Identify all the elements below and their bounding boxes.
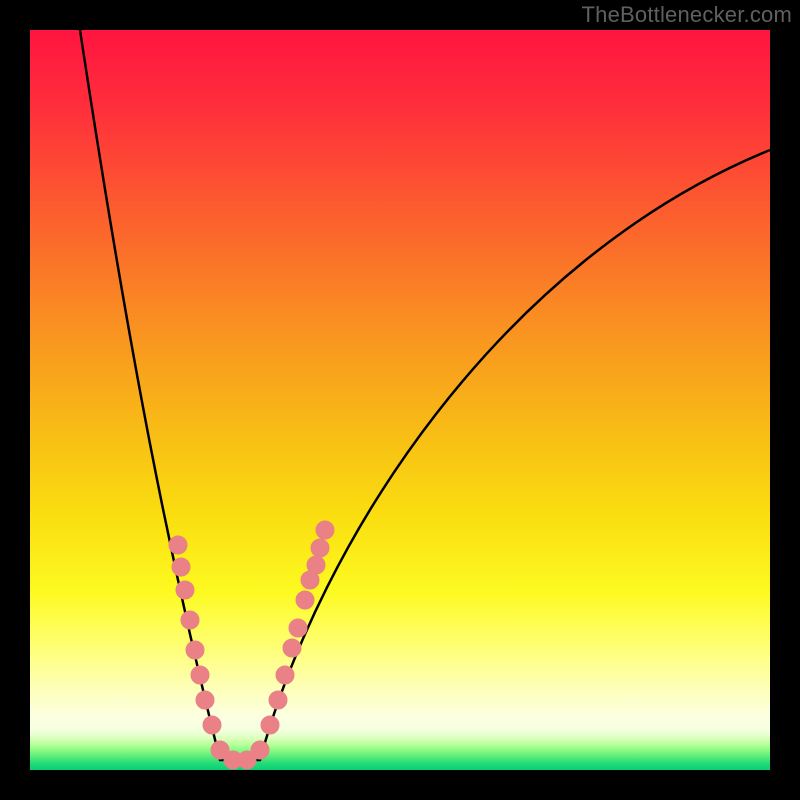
curve-marker <box>203 716 221 734</box>
curve-marker <box>261 716 279 734</box>
curve-marker <box>276 666 294 684</box>
curve-marker <box>311 539 329 557</box>
curve-marker <box>289 619 307 637</box>
curve-marker <box>316 521 334 539</box>
curve-marker <box>169 536 187 554</box>
curve-marker <box>176 581 194 599</box>
curve-marker <box>181 611 199 629</box>
curve-marker <box>269 691 287 709</box>
curve-marker <box>172 558 190 576</box>
curve-marker <box>186 641 204 659</box>
curve-marker <box>283 639 301 657</box>
bottleneck-chart <box>0 0 800 800</box>
curve-marker <box>196 691 214 709</box>
curve-marker <box>251 741 269 759</box>
curve-marker <box>296 591 314 609</box>
curve-marker <box>191 666 209 684</box>
watermark-text: TheBottlenecker.com <box>582 2 792 28</box>
curve-marker <box>307 556 325 574</box>
